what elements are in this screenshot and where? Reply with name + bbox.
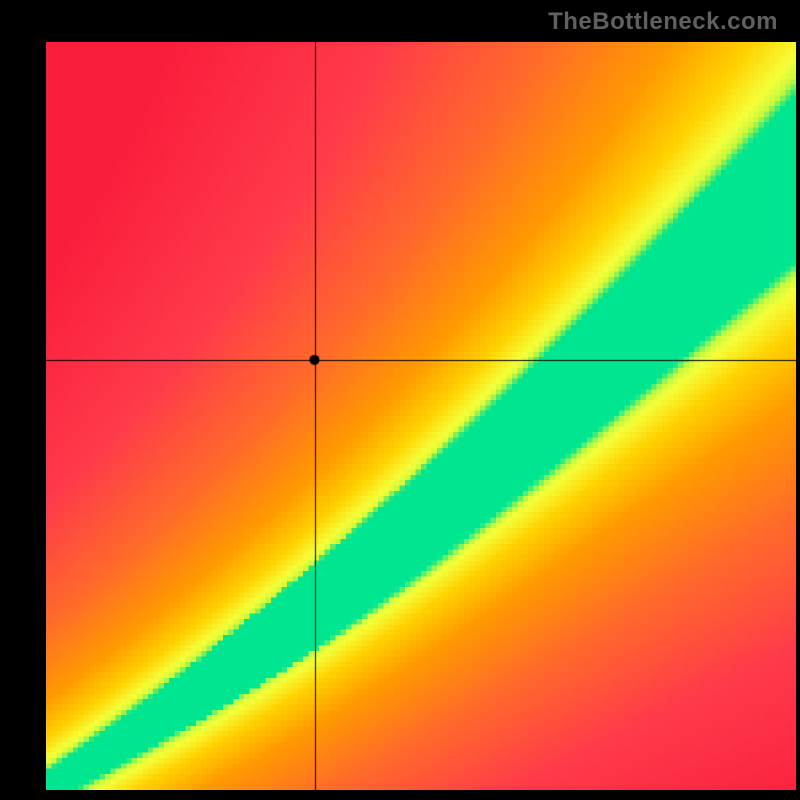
crosshair-overlay-canvas xyxy=(46,42,796,790)
watermark-text: TheBottleneck.com xyxy=(548,8,778,36)
bottleneck-heatmap-container: { "watermark": "TheBottleneck.com", "can… xyxy=(0,0,800,800)
